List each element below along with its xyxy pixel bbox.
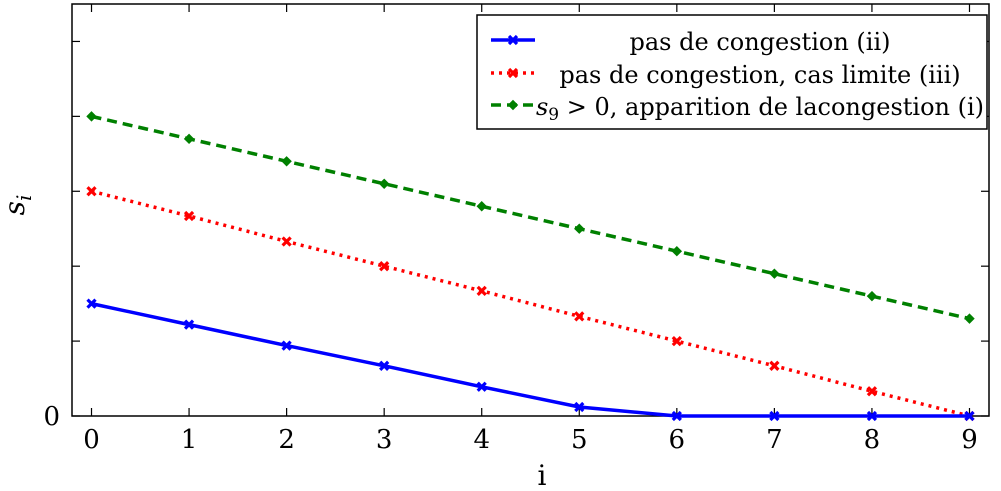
- plot-frame: [71, 3, 990, 417]
- x-tick-label-8: 8: [864, 425, 881, 455]
- series-2-point-5: [574, 223, 585, 234]
- series-2-point-1: [183, 133, 195, 145]
- series-layer: [86, 111, 975, 422]
- series-0-point-1: [183, 319, 195, 330]
- series-1-point-1: [183, 210, 195, 222]
- series-1-point-0: [86, 186, 97, 197]
- series-0-point-9: [964, 410, 975, 422]
- x-tick-label-3: 3: [376, 425, 393, 455]
- legend-label-i: s9 > 0, apparition de lacongestion (i): [536, 93, 984, 125]
- series-0-point-3: [379, 360, 390, 371]
- series-1-point-6: [671, 335, 682, 347]
- series-1: [86, 186, 975, 422]
- series-1-point-4: [476, 285, 487, 297]
- x-tick-label-4: 4: [473, 425, 490, 455]
- series-1-point-7: [769, 360, 780, 371]
- x-tick-label-5: 5: [571, 425, 588, 455]
- series-2-point-4: [476, 201, 487, 212]
- y-axis-title: si: [0, 195, 36, 216]
- x-tick-label-1: 1: [181, 425, 198, 455]
- series-line-0: [91, 301, 970, 418]
- x-axis-title: i: [538, 459, 547, 491]
- x-tick-label-7: 7: [766, 425, 783, 455]
- series-0: [86, 298, 975, 422]
- series-2-point-3: [378, 178, 390, 189]
- legend-entry-iii: pas de congestion, cas limite (iii): [491, 61, 961, 89]
- series-1-point-5: [574, 311, 585, 322]
- x-tick-label-9: 9: [961, 425, 978, 455]
- legend-label-iii: pas de congestion, cas limite (iii): [559, 61, 960, 89]
- legend-sample-i: [491, 99, 535, 111]
- series-0-point-2: [281, 340, 292, 351]
- x-tick-label-0: 0: [83, 425, 100, 455]
- y-axis-ticks: 0: [43, 40, 989, 432]
- legend-marker-2: [507, 99, 519, 111]
- legend-sample-iii: [491, 67, 535, 79]
- series-2-point-6: [671, 245, 683, 257]
- legend-box: [476, 14, 988, 130]
- series-1-point-2: [281, 236, 292, 247]
- series-2-point-2: [281, 156, 292, 167]
- y-tick-label-0: 0: [43, 402, 60, 432]
- series-0-point-5: [574, 401, 585, 413]
- legend-sample-ii: [491, 34, 535, 46]
- series-2-point-7: [769, 268, 780, 279]
- series-2-point-0: [86, 111, 97, 122]
- legend-marker-0: [507, 34, 519, 46]
- x-tick-label-2: 2: [278, 425, 295, 455]
- series-1-point-8: [866, 386, 878, 397]
- series-0-point-7: [769, 410, 780, 422]
- series-1-point-3: [379, 261, 390, 272]
- x-axis-ticks: 0 1 2 3 4 5 6 7 8 9: [83, 4, 978, 455]
- legend-label-ii: pas de congestion (ii): [630, 28, 891, 56]
- series-line-1: [91, 189, 970, 418]
- series-line-2: [91, 114, 970, 321]
- series-0-point-4: [476, 381, 487, 392]
- legend: pas de congestion (ii) pas de congestion…: [476, 14, 988, 130]
- legend-entry-ii: pas de congestion (ii): [491, 28, 890, 56]
- series-2-point-8: [866, 290, 878, 302]
- legend-entry-i: s9 > 0, apparition de lacongestion (i): [491, 93, 984, 125]
- series-0-point-0: [86, 298, 97, 309]
- legend-marker-1: [507, 67, 519, 79]
- series-2-point-9: [964, 313, 975, 324]
- series-0-point-8: [866, 410, 878, 422]
- series-0-point-6: [671, 410, 682, 422]
- series-2: [86, 111, 975, 324]
- x-tick-label-6: 6: [669, 425, 686, 455]
